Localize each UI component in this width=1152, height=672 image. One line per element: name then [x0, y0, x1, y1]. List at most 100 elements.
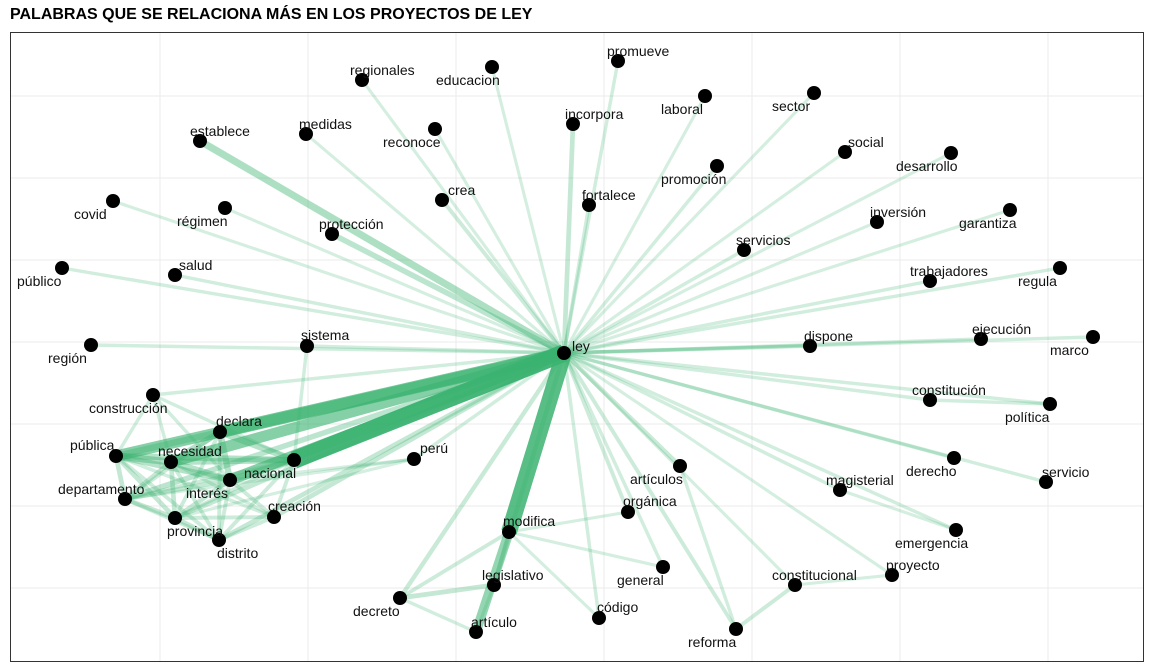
node-label-ley: ley: [572, 338, 590, 354]
edge-ley-derecho: [563, 351, 955, 460]
node-ejecución: [974, 332, 988, 346]
node-label-sector: sector: [772, 98, 810, 114]
node-interés: [223, 473, 237, 487]
node-label-ejecución: ejecución: [972, 321, 1031, 337]
edge-ley-interés: [228, 347, 566, 486]
node-provincia: [168, 511, 182, 525]
edge-nacional-interés: [229, 456, 295, 484]
edge-distrito-provincia: [173, 515, 221, 543]
node-label-educacion: educacion: [436, 72, 500, 88]
edge-distrito-declara: [217, 431, 222, 541]
node-código: [592, 611, 606, 625]
edge-ley-dispone: [563, 344, 811, 355]
node-protección: [325, 227, 339, 241]
edge-perú-provincia: [174, 457, 415, 520]
edge-ley-departamento: [124, 350, 565, 502]
edge-constitución-política: [929, 398, 1051, 406]
node-declara: [213, 425, 227, 439]
node-label-magisterial: magisterial: [826, 472, 894, 488]
edge-ley-provincia: [174, 350, 565, 521]
edge-modifica-general: [508, 530, 664, 569]
node-label-región: región: [48, 350, 87, 366]
node-label-protección: protección: [319, 216, 384, 232]
edge-ley-sistema: [306, 344, 565, 355]
edge-ley-decreto: [398, 351, 566, 600]
node-label-incorpora: incorpora: [565, 106, 624, 122]
edge-ley-servicios: [563, 248, 745, 355]
edge-ley-distrito: [217, 350, 566, 543]
edge-ley-salud: [174, 273, 565, 355]
node-label-servicio: servicio: [1042, 464, 1090, 480]
node-label-crea: crea: [448, 182, 475, 198]
node-constitucional: [788, 578, 802, 592]
edge-ley-covid: [112, 199, 565, 355]
node-sector: [807, 86, 821, 100]
node-magisterial: [833, 483, 847, 497]
node-label-covid: covid: [74, 206, 107, 222]
edge-interés-departamento: [124, 477, 231, 502]
node-régimen: [218, 201, 232, 215]
node-fortalece: [582, 198, 596, 212]
edge-ley-reconoce: [433, 128, 566, 354]
edge-ley-magisterial: [563, 351, 841, 492]
node-crea: [435, 193, 449, 207]
edge-ley-promoción: [562, 164, 719, 355]
edge-necesidad-provincia: [168, 461, 178, 519]
node-label-promueve: promueve: [607, 43, 669, 59]
edge-distrito-pública: [114, 454, 221, 542]
node-label-regionales: regionales: [350, 62, 415, 78]
node-label-social: social: [848, 134, 884, 150]
edge-ley-regula: [563, 266, 1061, 355]
edge-nacional-provincia: [174, 458, 295, 520]
node-label-establece: establece: [190, 123, 250, 139]
edge-ley-marco: [563, 335, 1094, 355]
node-covid: [106, 194, 120, 208]
node-label-orgánica: orgánica: [623, 493, 677, 509]
node-label-construcción: construcción: [89, 400, 168, 416]
node-label-sistema: sistema: [301, 327, 349, 343]
node-label-perú: perú: [420, 440, 448, 456]
node-label-derecho: derecho: [906, 463, 957, 479]
node-trabajadores: [923, 274, 937, 288]
node-promoción: [710, 159, 724, 173]
node-salud: [168, 268, 182, 282]
edge-perú-departamento: [124, 457, 415, 501]
edge-ley-ejecución: [563, 337, 982, 355]
node-labels: ley modifica nacional declara necesidad inter…: [17, 43, 1090, 650]
node-label-reforma: reforma: [688, 634, 736, 650]
edge-ley-modifica: [501, 350, 572, 535]
edge-ley-educacion: [490, 66, 566, 354]
node-servicios: [737, 243, 751, 257]
edge-ley-medidas: [304, 132, 566, 355]
edge-modifica-decreto: [398, 530, 511, 600]
node-promueve: [611, 54, 625, 68]
node-label-régimen: régimen: [177, 213, 228, 229]
edge-ley-servicio: [563, 351, 1047, 484]
node-label-provincia: provincia: [167, 523, 223, 539]
edge-nacional-pública: [115, 452, 295, 464]
node-establece: [193, 134, 207, 148]
node-label-proyecto: proyecto: [886, 557, 940, 573]
node-incorpora: [566, 117, 580, 131]
edge-ley-crea: [440, 198, 566, 355]
edge-ley-desarrollo: [563, 151, 952, 355]
node-laboral: [698, 89, 712, 103]
node-label-decreto: decreto: [353, 603, 400, 619]
node-label-código: código: [597, 599, 638, 615]
node-social: [838, 145, 852, 159]
edge-artículos-reforma: [678, 465, 738, 630]
edge-decreto-artículo: [399, 596, 477, 634]
node-región: [84, 338, 98, 352]
node-label-interés: interés: [186, 485, 228, 501]
edge-declara-provincia: [173, 431, 222, 519]
node-desarrollo: [944, 146, 958, 160]
node-label-constitución: constitución: [912, 382, 986, 398]
node-legislativo: [487, 578, 501, 592]
edge-modifica-legislativo: [492, 531, 511, 586]
edge-ley-social: [563, 150, 846, 355]
edge-creación-pública: [115, 454, 275, 519]
edge-ley-sector: [562, 91, 816, 355]
node-label-general: general: [617, 572, 664, 588]
edge-ley-público: [61, 266, 565, 355]
chart-title: PALABRAS QUE SE RELACIONA MÁS EN LOS PRO…: [10, 6, 533, 23]
